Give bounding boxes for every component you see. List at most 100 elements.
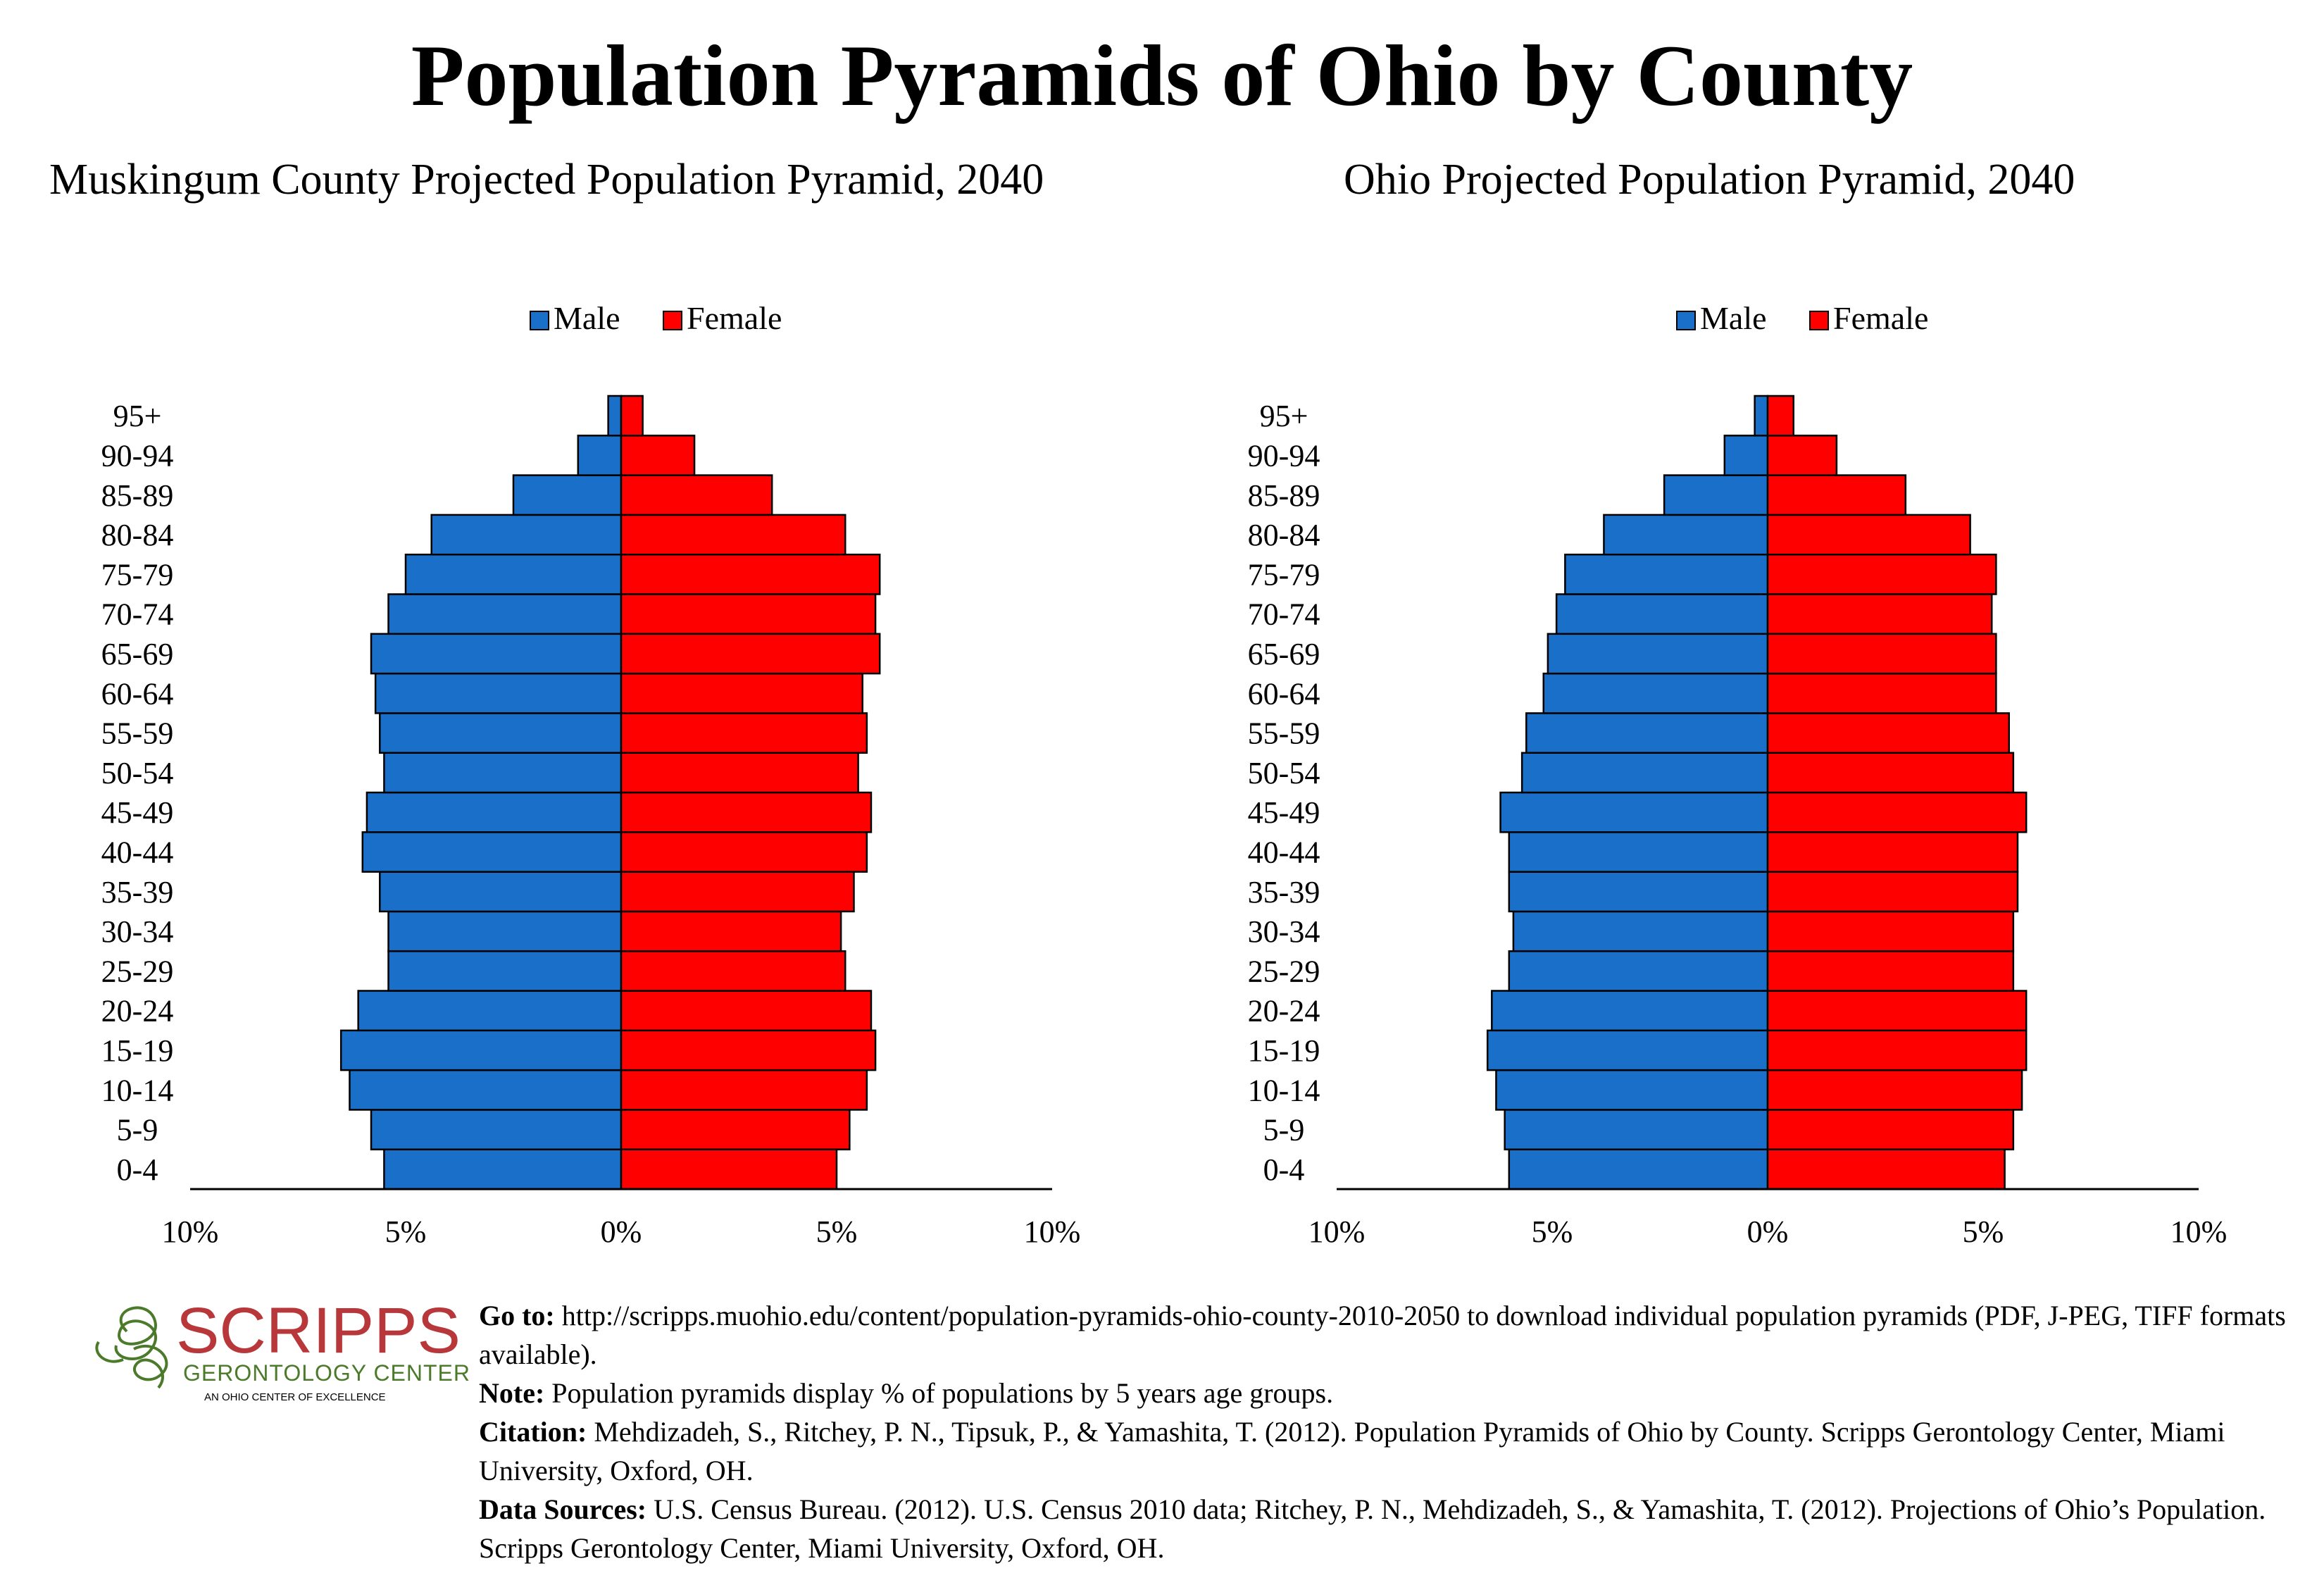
bar-male-80-84 — [1603, 514, 1769, 556]
age-label-40-44: 40-44 — [1248, 835, 1320, 869]
age-label-45-49: 45-49 — [1248, 795, 1320, 830]
age-label-40-44: 40-44 — [101, 835, 174, 869]
bar-female-45-49 — [1766, 791, 2028, 833]
bar-female-10-14 — [620, 1069, 868, 1111]
age-label-70-74: 70-74 — [1248, 597, 1320, 632]
bar-male-95+ — [607, 394, 623, 437]
bar-male-60-64 — [374, 672, 623, 714]
x-tick-label: 5% — [385, 1214, 427, 1249]
bar-male-10-14 — [1495, 1069, 1769, 1111]
legend-male-label: Male — [1700, 300, 1767, 336]
age-label-35-39: 35-39 — [101, 875, 174, 909]
x-tick-label: 5% — [1532, 1214, 1573, 1249]
age-label-20-24: 20-24 — [101, 994, 174, 1028]
bar-female-85-89 — [620, 474, 773, 516]
age-label-60-64: 60-64 — [101, 676, 174, 711]
scripps-logo[interactable]: SCRIPPS GERONTOLOGY CENTER AN OHIO CENTE… — [85, 1282, 479, 1409]
bar-female-35-39 — [620, 871, 855, 913]
x-tick-label: 10% — [1024, 1214, 1081, 1249]
age-label-90-94: 90-94 — [101, 438, 174, 473]
bar-male-65-69 — [1547, 633, 1769, 675]
bar-male-80-84 — [430, 514, 623, 556]
main-title: Population Pyramids of Ohio by County — [411, 27, 1913, 124]
legend-male-label: Male — [554, 300, 620, 336]
muskingum-pyramid-svg: Male Female 0-4 5-9 10-14 15-19 20-24 25-29 30-3… — [101, 300, 1081, 1249]
bar-male-90-94 — [1723, 435, 1769, 476]
age-label-45-49: 45-49 — [101, 795, 174, 830]
age-label-20-24: 20-24 — [1248, 994, 1320, 1028]
bar-female-0-4 — [620, 1148, 838, 1191]
bar-female-40-44 — [1766, 831, 2019, 873]
bar-male-95+ — [1754, 394, 1769, 437]
age-label-0-4: 0-4 — [1263, 1152, 1305, 1187]
x-tick-label: 0% — [1747, 1214, 1789, 1249]
bar-female-85-89 — [1766, 474, 1907, 516]
age-label-25-29: 25-29 — [1248, 954, 1320, 988]
bar-female-30-34 — [1766, 910, 2015, 952]
sources-line: Data Sources: U.S. Census Bureau. (2012)… — [479, 1490, 2310, 1567]
legend-female-swatch — [663, 311, 682, 330]
citation-label: Citation: — [479, 1416, 587, 1448]
age-label-10-14: 10-14 — [101, 1073, 174, 1107]
sources-text: U.S. Census Bureau. (2012). U.S. Census … — [479, 1493, 2266, 1564]
footer: SCRIPPS GERONTOLOGY CENTER AN OHIO CENTE… — [0, 1282, 2324, 1585]
bar-male-40-44 — [1508, 831, 1769, 873]
bar-male-20-24 — [357, 990, 623, 1032]
bar-male-55-59 — [379, 712, 623, 754]
bar-male-75-79 — [404, 553, 623, 595]
scripps-logo-name: SCRIPPS — [176, 1295, 461, 1367]
bar-male-5-9 — [370, 1109, 623, 1150]
bar-female-80-84 — [1766, 514, 1971, 556]
age-label-50-54: 50-54 — [101, 756, 174, 790]
age-label-10-14: 10-14 — [1248, 1073, 1320, 1107]
age-label-0-4: 0-4 — [117, 1152, 158, 1187]
bar-male-35-39 — [379, 871, 623, 913]
bar-male-85-89 — [1663, 474, 1769, 516]
age-label-80-84: 80-84 — [101, 518, 174, 552]
age-label-90-94: 90-94 — [1248, 438, 1320, 473]
x-tick-label: 5% — [1963, 1214, 2004, 1249]
muskingum-chart-title: Muskingum County Projected Population Py… — [49, 156, 1044, 204]
bar-female-90-94 — [620, 435, 696, 476]
bar-female-45-49 — [620, 791, 873, 833]
bar-female-50-54 — [1766, 752, 2015, 794]
age-label-95+: 95+ — [1260, 399, 1308, 433]
age-label-55-59: 55-59 — [1248, 716, 1320, 751]
bar-female-25-29 — [620, 950, 846, 992]
x-tick-label: 5% — [816, 1214, 858, 1249]
bar-male-75-79 — [1564, 553, 1769, 595]
bar-female-90-94 — [1766, 435, 1838, 476]
goto-link[interactable]: http://scripps.muohio.edu/content/popula… — [479, 1300, 2286, 1370]
bar-male-55-59 — [1525, 712, 1769, 754]
bar-female-15-19 — [1766, 1029, 2028, 1071]
age-label-30-34: 30-34 — [1248, 914, 1320, 949]
age-label-50-54: 50-54 — [1248, 756, 1320, 790]
bar-male-50-54 — [1520, 752, 1769, 794]
bar-female-5-9 — [620, 1109, 851, 1150]
age-label-5-9: 5-9 — [117, 1113, 158, 1148]
citation-line: Citation: Mehdizadeh, S., Ritchey, P. N.… — [479, 1412, 2310, 1490]
x-tick-label: 0% — [601, 1214, 642, 1249]
bar-male-70-74 — [1555, 593, 1769, 635]
legend-female-swatch — [1809, 311, 1829, 330]
age-label-35-39: 35-39 — [1248, 875, 1320, 909]
ohio-pyramid-chart: Ohio Projected Population Pyramid, 2040 … — [1175, 141, 2301, 1282]
bar-male-45-49 — [366, 791, 623, 833]
age-label-80-84: 80-84 — [1248, 518, 1320, 552]
bar-male-30-34 — [1512, 910, 1769, 952]
bar-female-55-59 — [1766, 712, 2010, 754]
age-label-85-89: 85-89 — [1248, 478, 1320, 513]
bar-female-60-64 — [620, 672, 863, 714]
bar-female-75-79 — [620, 553, 881, 595]
bar-male-5-9 — [1504, 1109, 1769, 1150]
age-label-75-79: 75-79 — [1248, 557, 1320, 592]
age-label-15-19: 15-19 — [1248, 1033, 1320, 1068]
age-label-95+: 95+ — [113, 399, 162, 433]
bar-female-15-19 — [620, 1029, 877, 1071]
bar-male-35-39 — [1508, 871, 1769, 913]
goto-note: Go to: http://scripps.muohio.edu/content… — [479, 1296, 2310, 1374]
legend: Male Female — [1676, 300, 1928, 336]
x-tick-label: 10% — [1308, 1214, 1366, 1249]
legend: Male Female — [530, 300, 782, 336]
age-label-85-89: 85-89 — [101, 478, 174, 513]
